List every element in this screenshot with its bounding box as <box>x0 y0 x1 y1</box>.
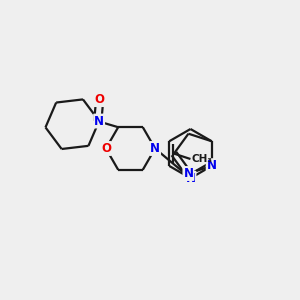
Text: N: N <box>185 172 196 185</box>
Text: N: N <box>207 159 217 172</box>
Text: CH₃: CH₃ <box>192 154 213 164</box>
Text: O: O <box>101 142 111 155</box>
Text: O: O <box>94 93 104 106</box>
Text: N: N <box>150 142 160 155</box>
Text: N: N <box>207 159 217 172</box>
Text: N: N <box>183 167 194 180</box>
Text: N: N <box>94 115 104 128</box>
